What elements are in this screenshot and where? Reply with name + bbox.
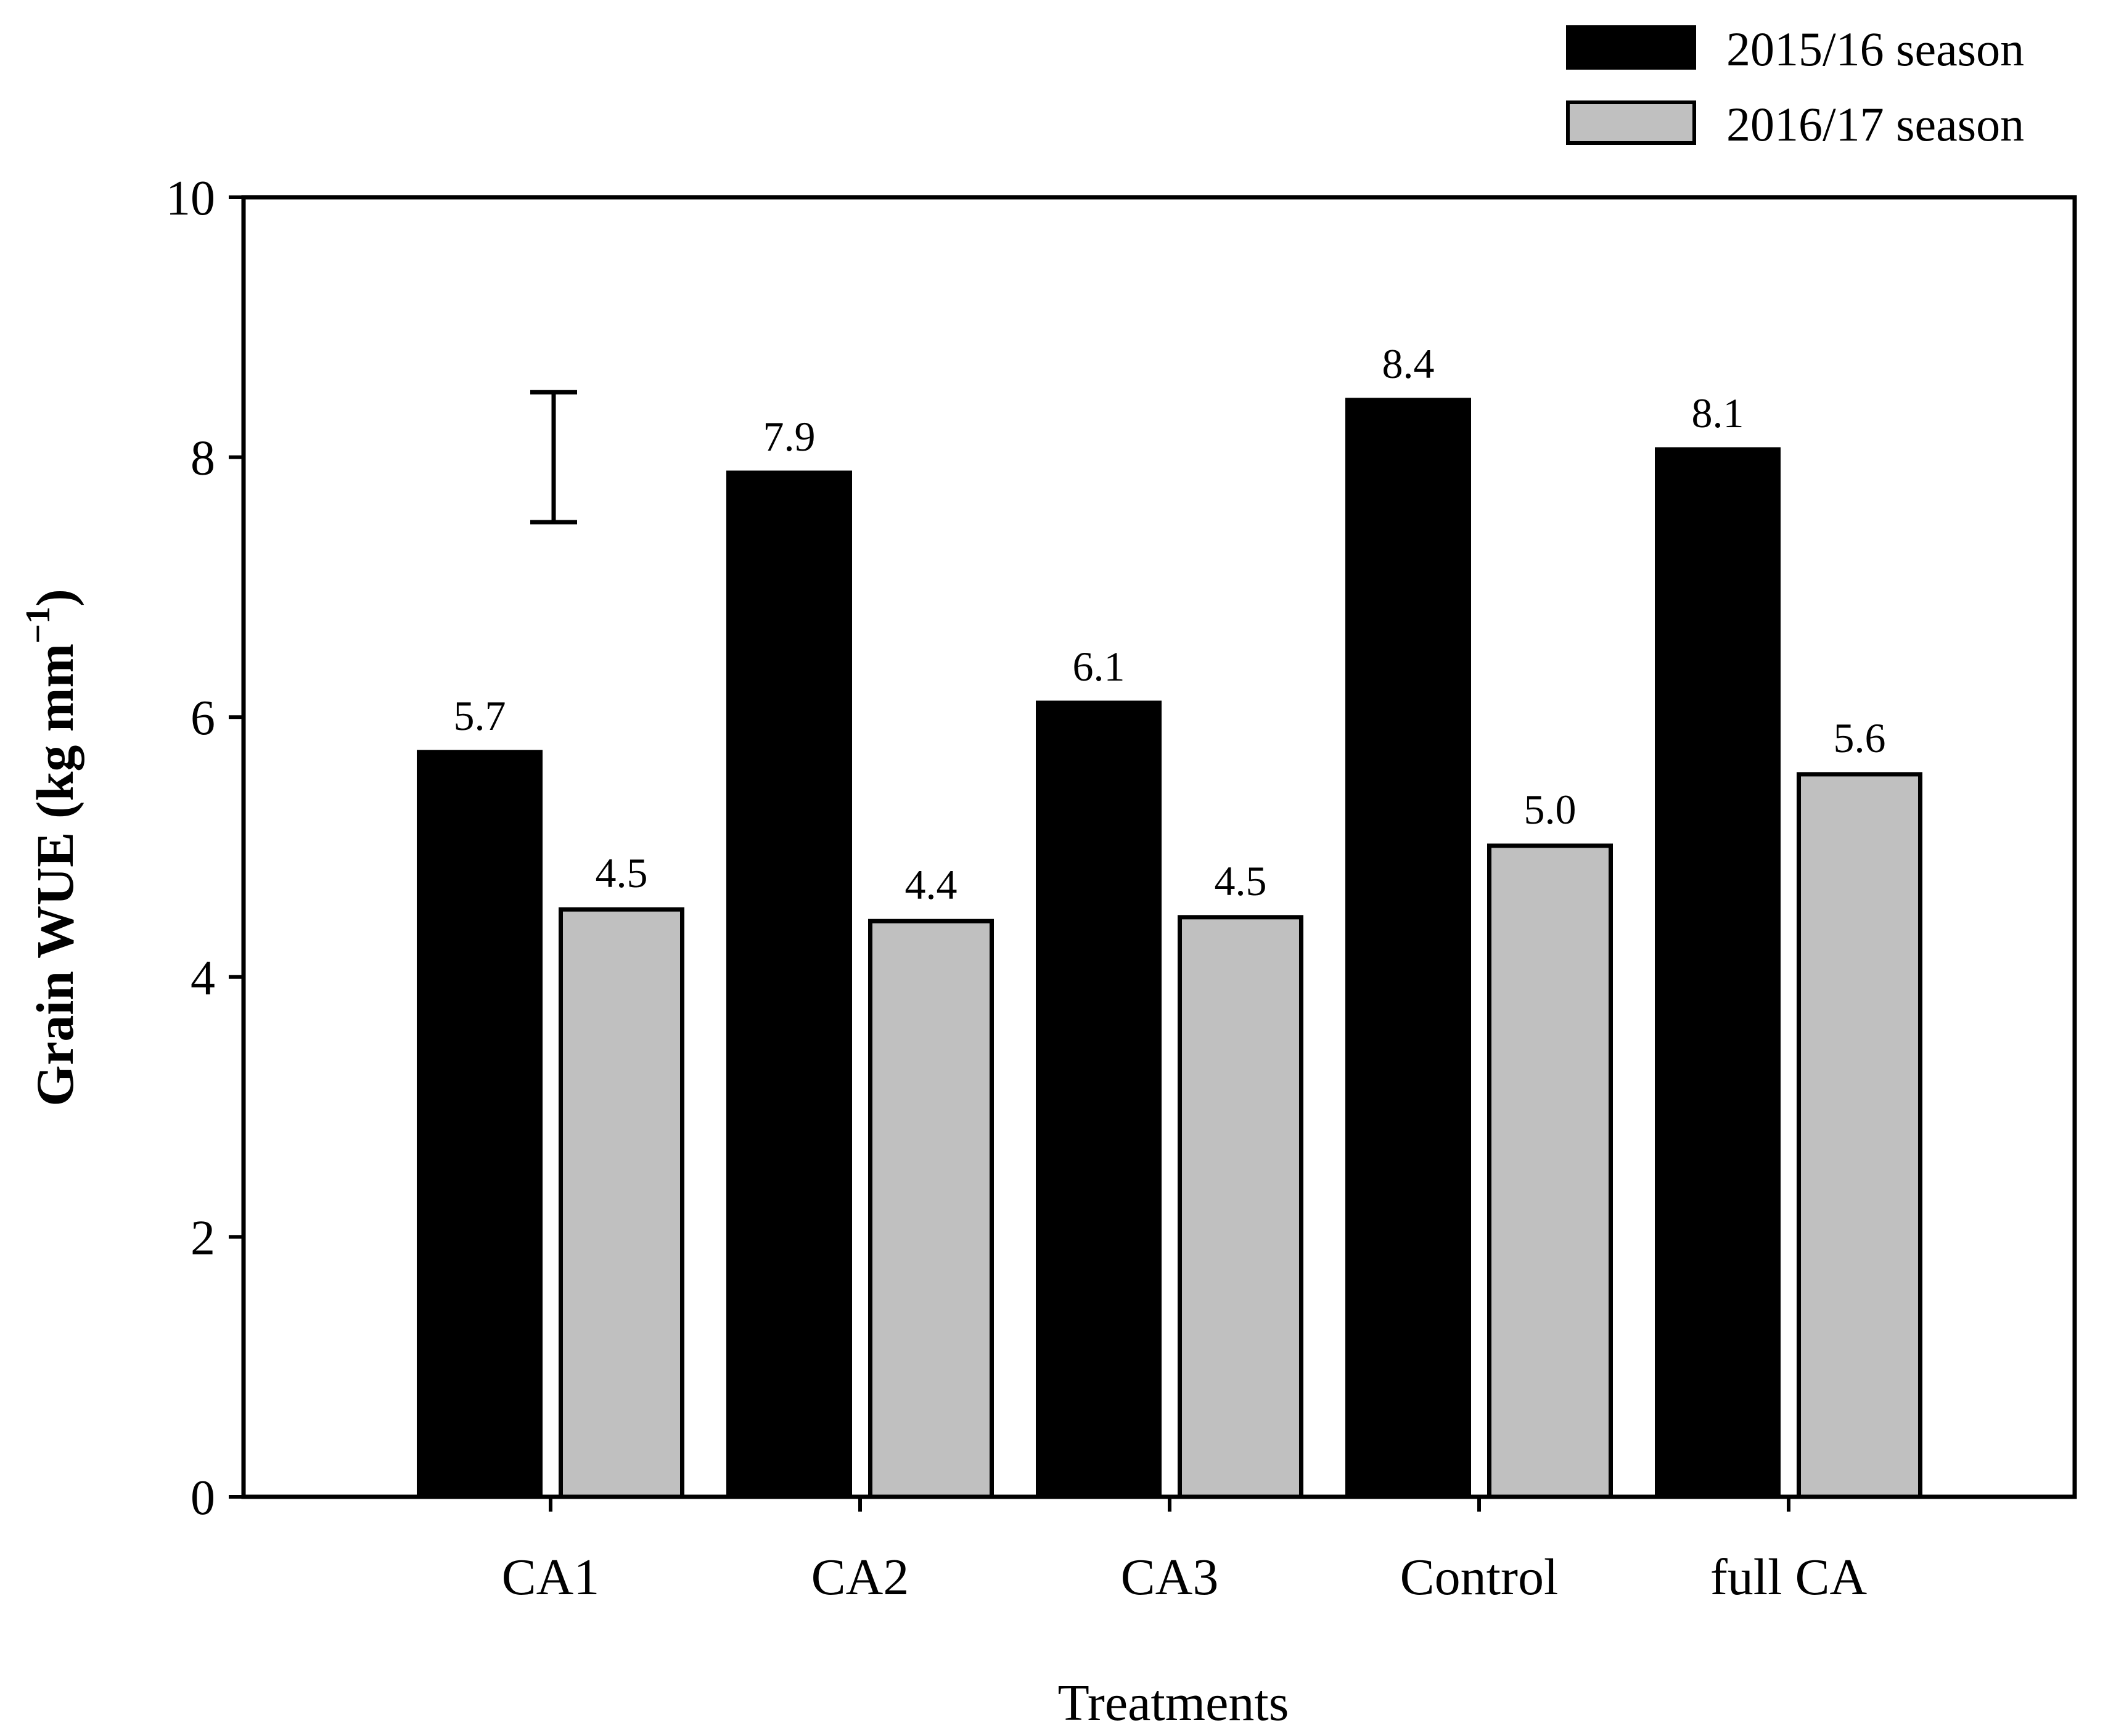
x-tick-label-ca2: CA2 [811,1549,909,1606]
legend-swatch-2016-17 [1566,100,1696,145]
x-tick-label-control: Control [1400,1549,1559,1606]
legend-label-2015-16: 2015/16 season [1726,22,2024,76]
data-label-2015-16-control: 8.4 [1382,340,1435,387]
x-tick-label-full-ca: full CA [1710,1549,1868,1606]
data-label-2015-16-ca1: 5.7 [454,692,506,739]
data-label-2016-17-ca1: 4.5 [596,850,648,896]
bar-2015-16-ca1 [417,750,543,1499]
legend: 2015/16 season 2016/17 season [1566,22,2024,151]
data-label-2016-17-control: 5.0 [1524,786,1577,833]
x-tick-label-ca1: CA1 [502,1549,600,1606]
y-tick-label: 0 [191,1471,215,1525]
y-axis-title-superscript: −1 [19,607,57,644]
bar-2016-17-ca2 [868,919,994,1499]
data-label-2015-16-ca3: 6.1 [1073,643,1125,690]
data-label-2016-17-ca3: 4.5 [1215,858,1267,904]
x-axis-title: Treatments [1058,1674,1289,1732]
y-axis-title-main: Grain WUE (kg mm [25,644,84,1107]
bar-2016-17-ca3 [1178,915,1303,1499]
bar-2015-16-ca3 [1036,700,1162,1499]
data-label-2015-16-ca2: 7.9 [763,413,816,460]
y-tick-label: 10 [166,171,215,226]
data-label-2015-16-full-ca: 8.1 [1692,390,1744,436]
bar-2016-17-control [1487,843,1613,1499]
x-tick-label-ca3: CA3 [1121,1549,1219,1606]
legend-swatch-2015-16 [1566,25,1696,70]
data-label-2016-17-full-ca: 5.6 [1834,714,1886,761]
plot-area: 5.7 7.9 6.1 8.4 8.1 4.5 4.4 4.5 5.0 5.6 0 2 4 6 8 10 CA1… [166,171,2077,1606]
bar-2015-16-full-ca [1655,447,1781,1499]
plot-frame [241,195,2077,1499]
y-tick-label: 6 [191,691,215,745]
legend-label-2016-17: 2016/17 season [1726,97,2024,151]
bar-2015-16-ca2 [726,470,852,1499]
bar-2016-17-full-ca [1797,772,1922,1499]
bar-2015-16-control [1345,398,1471,1499]
y-axis-title: Grain WUE (kg mm−1) [19,589,84,1107]
bar-2016-17-ca1 [559,907,684,1499]
y-tick-label: 2 [191,1211,215,1265]
y-axis-title-close: ) [25,589,84,607]
y-tick-label: 4 [191,951,215,1005]
data-label-2016-17-ca2: 4.4 [905,861,958,908]
y-tick-label: 8 [191,432,215,486]
